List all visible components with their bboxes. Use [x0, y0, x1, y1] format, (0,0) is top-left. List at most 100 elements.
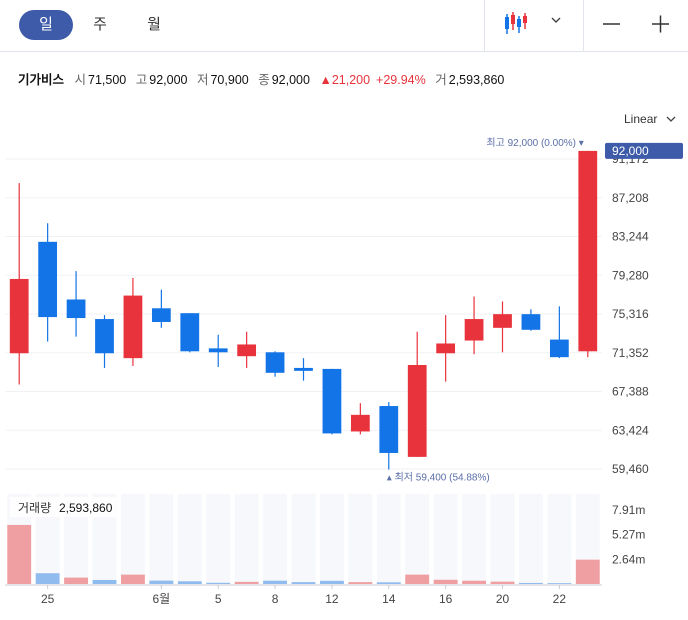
- volume-bar: [149, 580, 174, 584]
- x-tick-label: 5: [215, 592, 222, 606]
- price-tick-label: 83,244: [612, 230, 649, 244]
- volume-slot: [547, 494, 572, 584]
- candle-body: [436, 343, 456, 354]
- x-tick-label: 14: [382, 592, 396, 606]
- volume-title-value: 2,593,860: [59, 501, 113, 515]
- chevron-down-icon: [666, 116, 676, 122]
- price-tick-label: 71,352: [612, 346, 649, 360]
- volume-bar: [263, 580, 288, 584]
- volume-value: 2,593,860: [448, 73, 505, 87]
- x-tick-label: 25: [41, 592, 55, 606]
- volume-slot: [206, 494, 231, 584]
- candle-body: [493, 314, 512, 328]
- volume-slot: [263, 494, 288, 584]
- candle-body: [379, 406, 399, 453]
- x-tick-label: 16: [439, 592, 453, 606]
- candle-body: [237, 344, 257, 357]
- period-tab-week[interactable]: 주: [93, 16, 107, 33]
- volume-bar: [518, 582, 543, 584]
- volume-slot: [348, 494, 373, 584]
- volume-bar: [405, 574, 430, 584]
- change-percent: +29.94%: [376, 73, 426, 87]
- volume-slot: [490, 494, 515, 584]
- candle-body: [38, 241, 58, 318]
- candle-body: [322, 368, 342, 434]
- volume-bar: [547, 583, 572, 584]
- price-tick-label: 63,424: [612, 423, 649, 437]
- candle-body: [265, 352, 285, 373]
- volume-tick-label: 2.64m: [612, 552, 645, 566]
- stock-name: 기가비스: [18, 73, 65, 87]
- volume-bar: [319, 580, 344, 584]
- x-tick-label: 22: [553, 592, 567, 606]
- scale-mode-label: Linear: [624, 112, 658, 126]
- close-label: 종: [258, 73, 270, 87]
- open-value: 71,500: [88, 73, 127, 87]
- volume-slot: [319, 494, 344, 584]
- x-tick-label: 8: [272, 592, 279, 606]
- candle-body: [180, 313, 200, 352]
- chevron-down-icon[interactable]: [551, 17, 561, 23]
- volume-slot: [177, 494, 202, 584]
- period-tab-day[interactable]: 일: [19, 10, 73, 40]
- volume-slot: [462, 494, 487, 584]
- x-tick-label: 12: [325, 592, 339, 606]
- candle-body: [578, 150, 598, 352]
- open-label: 시: [74, 73, 87, 87]
- change-value: ▲21,200: [319, 73, 371, 87]
- volume-label: 거: [435, 73, 447, 87]
- volume-bar: [120, 574, 145, 584]
- toolbar-divider: [484, 0, 485, 52]
- candle-body: [208, 348, 228, 353]
- volume-bar: [376, 582, 401, 584]
- volume-bar: [348, 582, 373, 584]
- price-tick-label: 59,460: [612, 462, 649, 476]
- candle-body: [464, 319, 484, 341]
- candle-body: [123, 295, 143, 359]
- period-tab-month[interactable]: 월: [147, 16, 161, 33]
- volume-bar: [490, 581, 515, 584]
- close-value: 92,000: [271, 73, 310, 87]
- volume-bar: [206, 582, 231, 584]
- x-tick-label: 6월: [152, 592, 170, 606]
- candle-body: [9, 278, 29, 354]
- volume-bar: [7, 524, 32, 584]
- volume-tick-label: 5.27m: [612, 528, 645, 542]
- candlestick-icon[interactable]: [0, 0, 688, 52]
- plus-icon[interactable]: [652, 15, 669, 33]
- volume-slot: [405, 494, 430, 584]
- volume-bar: [234, 581, 259, 584]
- volume-title-label: 거래량: [18, 501, 51, 515]
- candle-body: [95, 319, 114, 354]
- low-annotation: ▴ 최저 59,400 (54.88%): [387, 472, 490, 484]
- candle-body: [66, 299, 86, 319]
- volume-slot: [120, 494, 145, 584]
- volume-bar: [291, 582, 316, 584]
- volume-title-bg: [10, 497, 116, 517]
- volume-bar: [92, 579, 117, 584]
- scale-mode-selector[interactable]: Linear: [624, 112, 676, 126]
- candle-body: [350, 414, 370, 432]
- price-tick-label: 87,208: [612, 191, 649, 205]
- volume-slot: [291, 494, 316, 584]
- candle-body: [521, 314, 541, 330]
- toolbar-divider: [583, 0, 584, 52]
- volume-bar: [433, 579, 458, 584]
- high-annotation: 최고 92,000 (0.00%) ▾: [486, 137, 583, 149]
- volume-slot: [149, 494, 174, 584]
- volume-bar: [462, 580, 487, 584]
- volume-slot: [518, 494, 543, 584]
- quote-summary: 기가비스 시 71,500 고 92,000 저 70,900 종 92,000 ▲21…: [18, 69, 510, 88]
- volume-bar: [575, 559, 600, 584]
- candle-body: [549, 339, 569, 358]
- price-tick-label: 67,388: [612, 385, 649, 399]
- volume-bar: [35, 573, 60, 584]
- candle-body: [407, 364, 427, 457]
- volume-tick-label: 7.91m: [612, 503, 645, 517]
- volume-slot: [234, 494, 259, 584]
- candle-body: [151, 308, 171, 322]
- price-tick-label: 79,280: [612, 268, 649, 282]
- high-value: 92,000: [149, 73, 188, 87]
- price-tick-label: 75,316: [612, 307, 649, 321]
